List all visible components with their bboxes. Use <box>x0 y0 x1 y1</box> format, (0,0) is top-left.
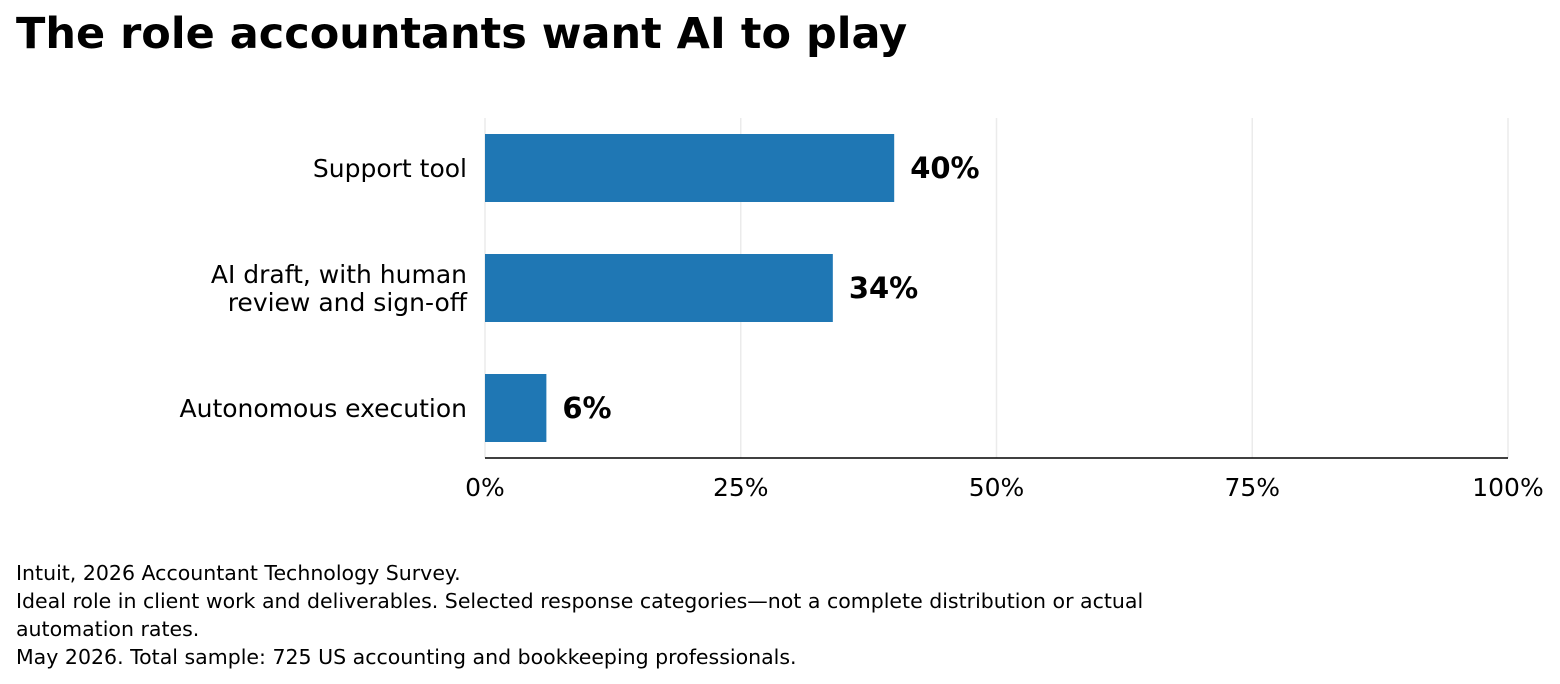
bar-chart: Support tool AI draft, with human review a… <box>180 118 1544 502</box>
source-note: Intuit, 2026 Accountant Technology Surve… <box>16 561 461 585</box>
value-labels: 40% 34% 6% <box>562 151 979 425</box>
tick-label-1: 25% <box>713 473 769 502</box>
x-axis: 0% 25% 50% 75% 100% <box>465 457 1544 502</box>
footnotes: Intuit, 2026 Accountant Technology Surve… <box>16 559 1256 671</box>
method-note-continued: automation rates. <box>16 617 200 641</box>
sample-note: May 2026. Total sample: 725 US accountin… <box>16 645 797 669</box>
method-note: Ideal role in client work and deliverabl… <box>16 589 1144 613</box>
category-label-2: Autonomous execution <box>180 394 467 423</box>
category-label-1: AI draft, with human review and sign-off <box>211 260 468 317</box>
tick-label-3: 75% <box>1224 473 1280 502</box>
category-label-0: Support tool <box>313 154 467 183</box>
chart-title: The role accountants want AI to play <box>16 9 908 59</box>
value-label-0: 40% <box>910 151 979 185</box>
bar-2 <box>485 374 547 442</box>
value-label-1: 34% <box>849 271 918 305</box>
tick-label-2: 50% <box>969 473 1025 502</box>
value-label-2: 6% <box>562 391 611 425</box>
bar-1 <box>485 254 833 322</box>
tick-label-0: 0% <box>465 473 505 502</box>
tick-label-4: 100% <box>1472 473 1543 502</box>
bar-0 <box>485 134 895 202</box>
bars <box>485 134 895 442</box>
category-labels: Support tool AI draft, with human review a… <box>180 154 468 423</box>
